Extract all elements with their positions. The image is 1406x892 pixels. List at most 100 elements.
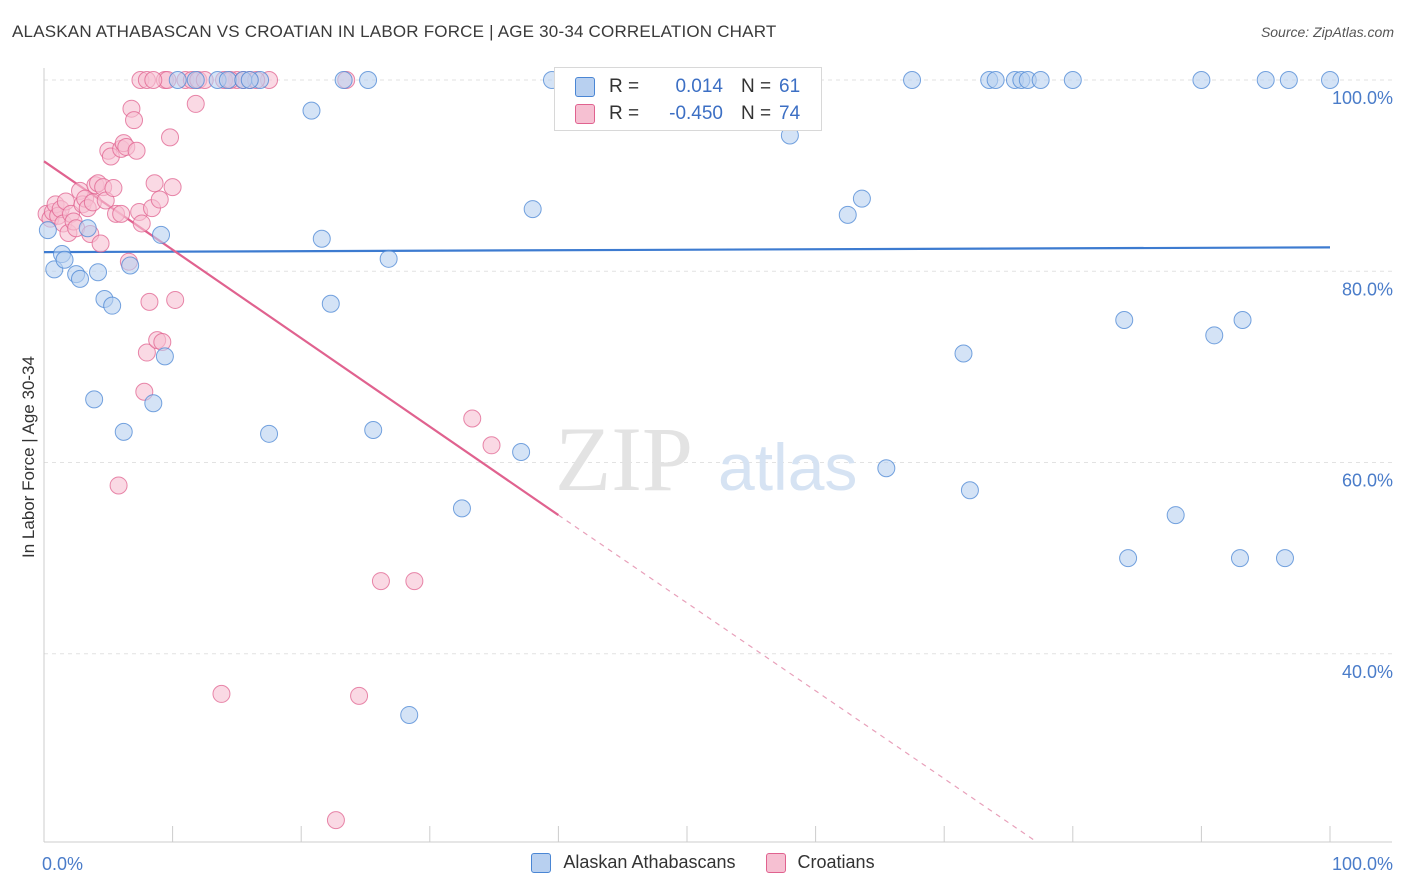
y-axis-label: In Labor Force | Age 30-34 bbox=[19, 356, 38, 558]
athabascan-point bbox=[1166, 506, 1185, 525]
athabascan-point bbox=[71, 269, 90, 288]
watermark-atlas: atlas bbox=[718, 430, 857, 504]
athabascan-point bbox=[144, 394, 163, 413]
athabascan-point bbox=[954, 344, 973, 363]
y-tick-label: 80.0% bbox=[1342, 279, 1393, 299]
legend-swatch-pink bbox=[765, 852, 786, 873]
croatian-point bbox=[144, 71, 163, 89]
athabascan-point bbox=[359, 71, 378, 89]
athabascan-point bbox=[960, 481, 979, 500]
athabascan-point bbox=[121, 256, 140, 275]
croatian-point bbox=[405, 572, 424, 591]
athabascan-point bbox=[1115, 311, 1134, 330]
legend-item-athabascans[interactable]: Alaskan Athabascans bbox=[531, 852, 736, 873]
x-tick-label: 100.0% bbox=[1332, 854, 1393, 874]
athabascan-point bbox=[312, 229, 331, 248]
series-legend: Alaskan Athabascans Croatians bbox=[0, 852, 1406, 873]
croatian-point bbox=[482, 436, 501, 455]
y-tick-label: 60.0% bbox=[1342, 471, 1393, 491]
athabascan-point bbox=[85, 390, 104, 409]
croatian-point bbox=[112, 204, 131, 223]
legend-n-value: 74 bbox=[779, 103, 801, 124]
athabascan-point bbox=[240, 71, 259, 89]
athabascan-point bbox=[1275, 549, 1294, 568]
croatian-point bbox=[104, 179, 123, 198]
croatian-point bbox=[127, 141, 146, 160]
athabascan-point bbox=[89, 263, 108, 282]
athabascan-point bbox=[512, 442, 531, 461]
grid-lines bbox=[44, 79, 1392, 655]
croatian-point bbox=[163, 178, 182, 197]
athabascan-point bbox=[260, 424, 279, 443]
athabascan-point bbox=[168, 71, 187, 89]
croatian-point bbox=[350, 686, 369, 705]
y-tick-label: 100.0% bbox=[1332, 88, 1393, 108]
legend-n-label: N = bbox=[741, 103, 772, 124]
athabascan-point bbox=[103, 296, 122, 315]
legend-item-croatians[interactable]: Croatians bbox=[765, 852, 875, 873]
athabascan-point bbox=[1031, 71, 1050, 89]
croatian-point bbox=[212, 684, 231, 703]
athabascan-point bbox=[852, 189, 871, 208]
athabascan-point bbox=[155, 347, 174, 366]
croatian-point bbox=[140, 292, 159, 311]
athabascan-point bbox=[986, 71, 1005, 89]
y-tick-label: 40.0% bbox=[1342, 662, 1393, 682]
athabascan-point bbox=[1233, 311, 1252, 330]
axes bbox=[43, 68, 1392, 843]
athabascan-point bbox=[877, 459, 896, 478]
athabascan-point bbox=[152, 225, 171, 244]
athabascan-point bbox=[1192, 71, 1211, 89]
correlation-legend: R = 0.014 N = 61 R = -0.450 N = 74 bbox=[554, 67, 822, 131]
croatian-point bbox=[137, 343, 156, 362]
legend-r-value: 0.014 bbox=[675, 76, 723, 97]
athabascan-point bbox=[1063, 71, 1082, 89]
athabascan-point bbox=[38, 221, 57, 240]
legend-row-croatian: R = -0.450 N = 74 bbox=[575, 101, 800, 127]
legend-r-value: -0.450 bbox=[669, 103, 723, 124]
legend-r-label: R = bbox=[609, 76, 640, 97]
legend-r-label: R = bbox=[609, 103, 640, 124]
croatian-point bbox=[161, 128, 180, 147]
croatian-trend-extension bbox=[558, 514, 1035, 841]
tick-labels: 100.0% 80.0% 60.0% 40.0% 0.0% 100.0% bbox=[42, 88, 1393, 874]
athabascan-point bbox=[838, 205, 857, 224]
legend-swatch-blue bbox=[531, 852, 552, 873]
athabascan-point bbox=[186, 71, 205, 89]
legend-n-value: 61 bbox=[779, 76, 801, 97]
athabascan-point bbox=[1321, 71, 1339, 89]
athabascan-point bbox=[1205, 326, 1224, 345]
athabascan-point bbox=[78, 219, 97, 238]
croatian-point bbox=[371, 572, 390, 591]
legend-swatch-blue bbox=[575, 77, 595, 97]
croatian-point bbox=[109, 476, 128, 495]
chart-title: ALASKAN ATHABASCAN VS CROATIAN IN LABOR … bbox=[12, 22, 777, 41]
croatian-point bbox=[132, 214, 151, 233]
athabascan-point bbox=[400, 705, 419, 724]
x-tick-label: 0.0% bbox=[42, 854, 83, 874]
source-label: Source: ZipAtlas.com bbox=[1260, 24, 1394, 40]
croatian-point bbox=[91, 234, 110, 253]
watermark: ZIP atlas bbox=[555, 408, 857, 510]
athabascan-point bbox=[1119, 549, 1138, 568]
athabascan-point bbox=[1256, 71, 1275, 89]
watermark-zip: ZIP bbox=[555, 408, 693, 510]
athabascan-point bbox=[452, 499, 471, 518]
athabascan-point bbox=[903, 71, 922, 89]
trend-lines bbox=[43, 160, 1331, 841]
athabascan-point bbox=[218, 71, 237, 89]
athabascan-point bbox=[334, 71, 353, 89]
croatian-point bbox=[125, 111, 144, 130]
athabascan-point bbox=[379, 249, 398, 268]
athabascan-point bbox=[523, 200, 542, 219]
legend-row-athabascan: R = 0.014 N = 61 bbox=[575, 74, 800, 100]
croatian-point bbox=[186, 94, 205, 113]
croatian-point bbox=[463, 409, 482, 428]
legend-n-label: N = bbox=[741, 76, 772, 97]
croatian-point bbox=[150, 190, 169, 209]
croatian-point bbox=[326, 811, 345, 830]
athabascan-point bbox=[114, 422, 133, 441]
croatian-point bbox=[145, 174, 164, 193]
legend-swatch-pink bbox=[575, 104, 595, 124]
